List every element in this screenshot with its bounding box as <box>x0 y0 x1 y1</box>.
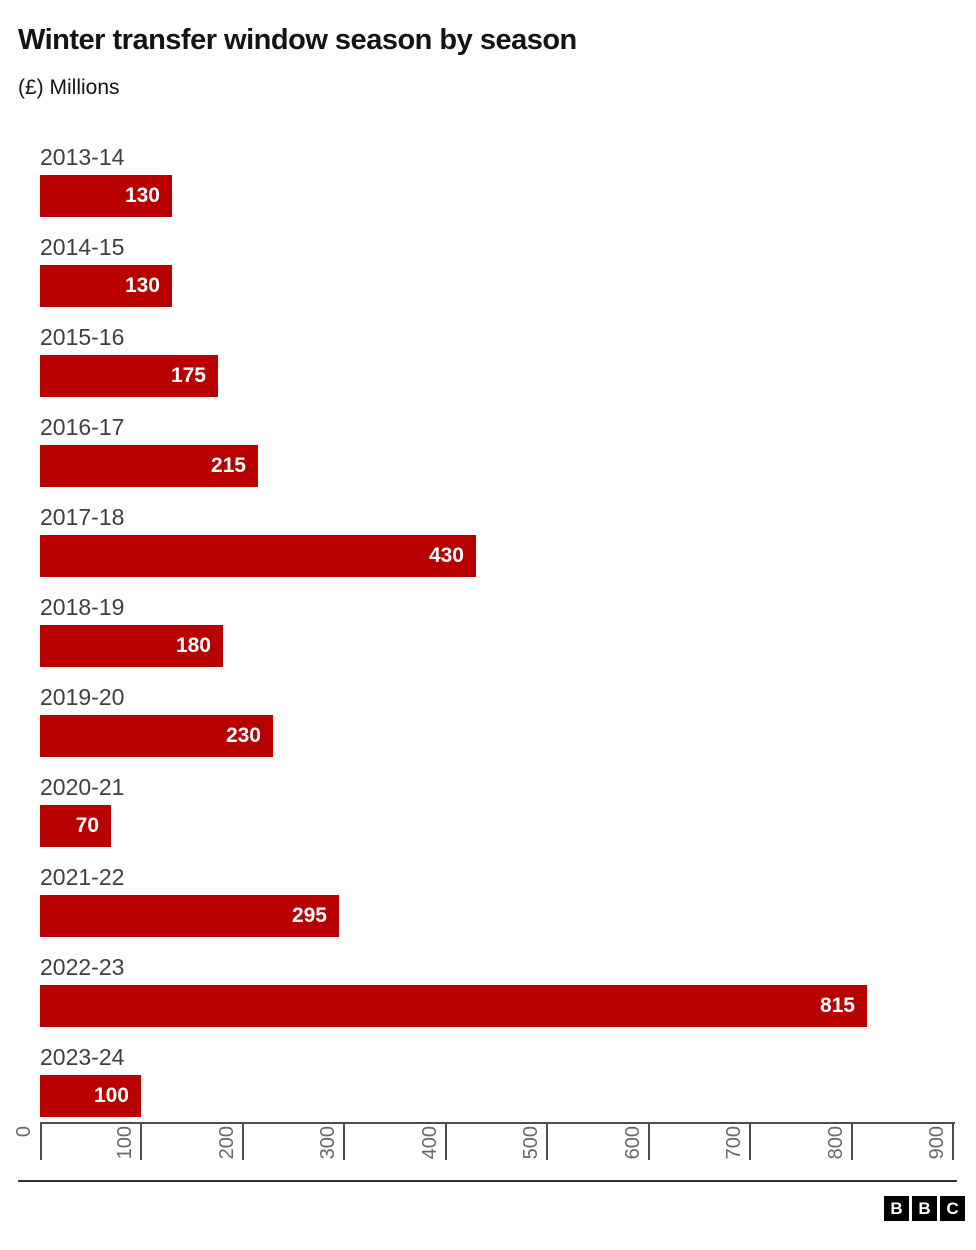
category-label: 2021-22 <box>40 864 125 890</box>
category-label: 2023-24 <box>40 1044 125 1070</box>
x-axis-tick-label: 100 <box>114 1126 136 1160</box>
x-axis-tick-label: 200 <box>216 1126 238 1160</box>
bar: 215 <box>40 445 258 487</box>
category-label: 2022-23 <box>40 954 125 980</box>
bar: 130 <box>40 175 172 217</box>
value-label: 70 <box>75 814 99 837</box>
bar: 430 <box>40 535 476 577</box>
category-label: 2014-15 <box>40 234 125 260</box>
chart-title: Winter transfer window season by season <box>18 24 577 56</box>
bbc-logo-letter: B <box>912 1196 937 1221</box>
x-axis-tick-label: 700 <box>723 1126 745 1160</box>
x-axis-tick-label: 0 <box>13 1126 35 1138</box>
x-axis-tick <box>40 1122 42 1160</box>
x-axis-tick-label: 400 <box>419 1126 441 1160</box>
bar: 100 <box>40 1075 141 1117</box>
bar: 175 <box>40 355 218 397</box>
x-axis-tick <box>952 1122 954 1160</box>
bar: 70 <box>40 805 111 847</box>
bar: 815 <box>40 985 867 1027</box>
value-label: 815 <box>819 994 855 1017</box>
bbc-logo-letter: C <box>940 1196 965 1221</box>
footer-separator <box>18 1180 957 1182</box>
x-axis-tick <box>648 1122 650 1160</box>
category-label: 2013-14 <box>40 144 125 170</box>
category-label: 2020-21 <box>40 774 125 800</box>
x-axis-tick <box>445 1122 447 1160</box>
x-axis-tick-label: 900 <box>926 1126 948 1160</box>
x-axis-tick-label: 600 <box>622 1126 644 1160</box>
category-label: 2017-18 <box>40 504 125 530</box>
bar: 295 <box>40 895 339 937</box>
value-label: 295 <box>291 904 327 927</box>
value-label: 230 <box>225 724 261 747</box>
category-label: 2016-17 <box>40 414 125 440</box>
x-axis-tick <box>242 1122 244 1160</box>
chart-subtitle: (£) Millions <box>18 76 120 99</box>
x-axis-tick <box>546 1122 548 1160</box>
x-axis-tick <box>749 1122 751 1160</box>
x-axis-tick-label: 800 <box>825 1126 847 1160</box>
category-label: 2018-19 <box>40 594 125 620</box>
category-label: 2019-20 <box>40 684 125 710</box>
x-axis-tick-label: 500 <box>520 1126 542 1160</box>
bar: 180 <box>40 625 223 667</box>
value-label: 130 <box>124 274 160 297</box>
x-axis-tick <box>140 1122 142 1160</box>
value-label: 215 <box>210 454 246 477</box>
category-label: 2015-16 <box>40 324 125 350</box>
value-label: 430 <box>428 544 464 567</box>
x-axis-tick <box>851 1122 853 1160</box>
bbc-logo-letter: B <box>884 1196 909 1221</box>
value-label: 180 <box>175 634 211 657</box>
value-label: 175 <box>170 364 206 387</box>
bar: 230 <box>40 715 273 757</box>
value-label: 100 <box>93 1084 129 1107</box>
x-axis-tick-label: 300 <box>317 1126 339 1160</box>
bar: 130 <box>40 265 172 307</box>
value-label: 130 <box>124 184 160 207</box>
x-axis-line <box>40 1122 955 1124</box>
x-axis-tick <box>343 1122 345 1160</box>
